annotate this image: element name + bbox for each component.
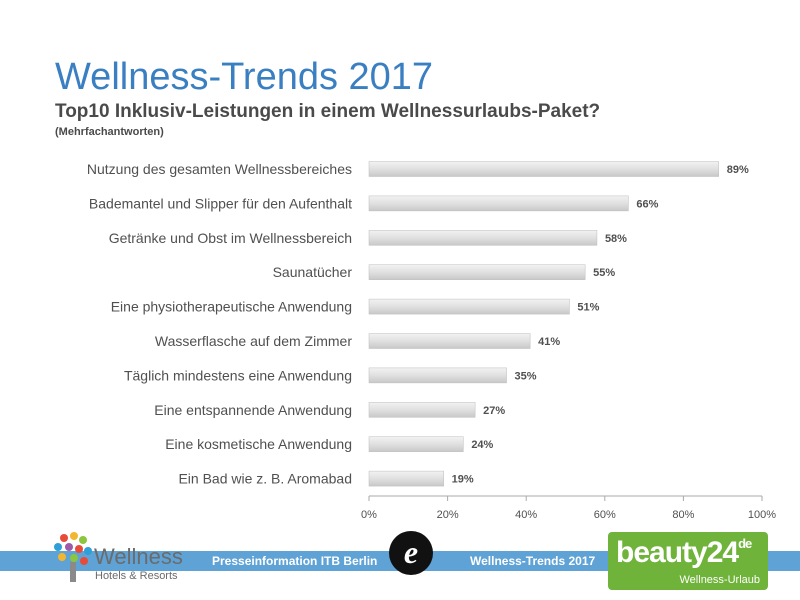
press-info-text: Presseinformation ITB Berlin (212, 554, 378, 568)
category-label: Eine entspannende Anwendung (154, 402, 352, 418)
x-tick-label: 0% (361, 509, 377, 521)
bar (368, 195, 629, 212)
value-label: 19% (452, 474, 474, 486)
beauty24-logo: beauty24de Wellness-Urlaub (608, 532, 768, 590)
bar (368, 298, 570, 315)
beauty24-brand: beauty24de (616, 536, 752, 570)
value-label: 58% (605, 233, 627, 245)
x-tick-label: 60% (594, 509, 616, 521)
category-label: Nutzung des gesamten Wellnessbereiches (87, 161, 352, 177)
chart-note: (Mehrfachantworten) (55, 126, 164, 138)
bar (368, 470, 444, 487)
category-label: Saunatücher (273, 264, 353, 280)
value-label: 51% (577, 302, 599, 314)
category-label: Ein Bad wie z. B. Aromabad (178, 471, 352, 487)
category-label: Eine physiotherapeutische Anwendung (111, 299, 352, 315)
bar (368, 161, 720, 177)
beauty24-domain: de (738, 536, 752, 551)
value-label: 35% (515, 370, 537, 382)
category-label: Getränke und Obst im Wellnessbereich (109, 230, 352, 246)
category-label: Bademantel und Slipper für den Aufenthal… (89, 195, 352, 211)
bar (368, 264, 586, 280)
category-label: Täglich mindestens eine Anwendung (124, 367, 352, 383)
value-label: 24% (471, 439, 493, 451)
beauty24-subtext: Wellness-Urlaub (679, 574, 761, 586)
value-label: 89% (727, 164, 749, 176)
bar (368, 436, 464, 452)
chart-subtitle: Top10 Inklusiv-Leistungen in einem Welln… (55, 101, 601, 122)
wellness-brand-text: Wellness (94, 544, 183, 569)
value-label: 55% (593, 267, 615, 279)
e-logo-letter: e (403, 534, 419, 570)
value-label: 66% (636, 198, 658, 210)
bar-chart: Nutzung des gesamten Wellnessbereiches 89… (87, 161, 776, 521)
bar (368, 230, 598, 246)
x-tick-label: 20% (437, 509, 459, 521)
value-label: 27% (483, 405, 505, 417)
trusted-shops-e-logo: e (389, 531, 433, 575)
wellness-hotels-logo: Wellness Hotels & Resorts (50, 530, 190, 590)
category-label: Eine kosmetische Anwendung (165, 436, 352, 452)
x-tick-label: 100% (748, 509, 776, 521)
wellness-brand-subtext: Hotels & Resorts (95, 570, 178, 582)
x-tick-label: 40% (515, 509, 537, 521)
page-title: Wellness-Trends 2017 (55, 56, 434, 98)
tree-icon (54, 532, 92, 582)
x-tick-label: 80% (672, 509, 694, 521)
bar (368, 333, 531, 349)
bar (368, 367, 507, 384)
category-label: Wasserflasche auf dem Zimmer (155, 333, 352, 349)
bar (368, 402, 476, 418)
footer-trends-text: Wellness-Trends 2017 (470, 554, 596, 568)
value-label: 41% (538, 336, 560, 348)
beauty24-brand-text: beauty24 (616, 536, 739, 569)
